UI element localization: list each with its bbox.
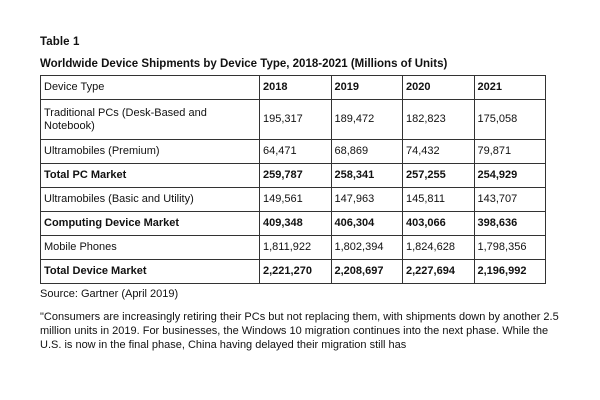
- row-label: Mobile Phones: [40, 235, 260, 260]
- header-device-type: Device Type: [40, 75, 260, 100]
- cell-value: 147,963: [330, 187, 403, 212]
- cell-value: 1,824,628: [402, 235, 475, 260]
- row-label: Total Device Market: [40, 259, 260, 284]
- header-year-2019: 2019: [330, 75, 403, 100]
- document: Table 1 Worldwide Device Shipments by De…: [40, 36, 560, 352]
- cell-value: 2,196,992: [473, 259, 546, 284]
- row-label: Ultramobiles (Premium): [40, 139, 260, 164]
- cell-value: 64,471: [259, 139, 332, 164]
- source-note: Source: Gartner (April 2019): [40, 288, 179, 300]
- header-year-2018: 2018: [259, 75, 332, 100]
- cell-value: 79,871: [473, 139, 546, 164]
- cell-value: 406,304: [330, 211, 403, 236]
- table-row-computing-device: Computing Device Market 409,348 406,304 …: [40, 211, 546, 236]
- row-label: Traditional PCs (Desk-Based and Notebook…: [40, 99, 260, 140]
- table-header-row: Device Type 2018 2019 2020 2021: [40, 75, 546, 100]
- cell-value: 1,798,356: [473, 235, 546, 260]
- cell-value: 398,636: [473, 211, 546, 236]
- cell-value: 259,787: [259, 163, 332, 188]
- row-label: Ultramobiles (Basic and Utility): [40, 187, 260, 212]
- table-row-total-device: Total Device Market 2,221,270 2,208,697 …: [40, 259, 546, 284]
- table-title: Worldwide Device Shipments by Device Typ…: [40, 58, 448, 70]
- cell-value: 257,255: [402, 163, 475, 188]
- cell-value: 182,823: [402, 99, 475, 140]
- table-row: Ultramobiles (Basic and Utility) 149,561…: [40, 187, 546, 212]
- cell-value: 1,811,922: [259, 235, 332, 260]
- cell-value: 2,227,694: [402, 259, 475, 284]
- table-row: Mobile Phones 1,811,922 1,802,394 1,824,…: [40, 235, 546, 260]
- cell-value: 254,929: [473, 163, 546, 188]
- cell-value: 2,221,270: [259, 259, 332, 284]
- cell-value: 2,208,697: [330, 259, 403, 284]
- cell-value: 258,341: [330, 163, 403, 188]
- cell-value: 68,869: [330, 139, 403, 164]
- header-year-2021: 2021: [473, 75, 546, 100]
- cell-value: 189,472: [330, 99, 403, 140]
- shipments-table: Device Type 2018 2019 2020 2021 Traditio…: [40, 75, 546, 284]
- table-label: Table 1: [40, 36, 80, 48]
- cell-value: 145,811: [402, 187, 475, 212]
- cell-value: 175,058: [473, 99, 546, 140]
- quote-paragraph: "Consumers are increasingly retiring the…: [40, 311, 559, 351]
- cell-value: 1,802,394: [330, 235, 403, 260]
- cell-value: 195,317: [259, 99, 332, 140]
- table-row-total-pc: Total PC Market 259,787 258,341 257,255 …: [40, 163, 546, 188]
- cell-value: 74,432: [402, 139, 475, 164]
- table-row: Ultramobiles (Premium) 64,471 68,869 74,…: [40, 139, 546, 164]
- row-label: Computing Device Market: [40, 211, 260, 236]
- cell-value: 403,066: [402, 211, 475, 236]
- row-label: Total PC Market: [40, 163, 260, 188]
- cell-value: 143,707: [473, 187, 546, 212]
- table-row: Traditional PCs (Desk-Based and Notebook…: [40, 99, 546, 140]
- cell-value: 409,348: [259, 211, 332, 236]
- header-year-2020: 2020: [402, 75, 475, 100]
- cell-value: 149,561: [259, 187, 332, 212]
